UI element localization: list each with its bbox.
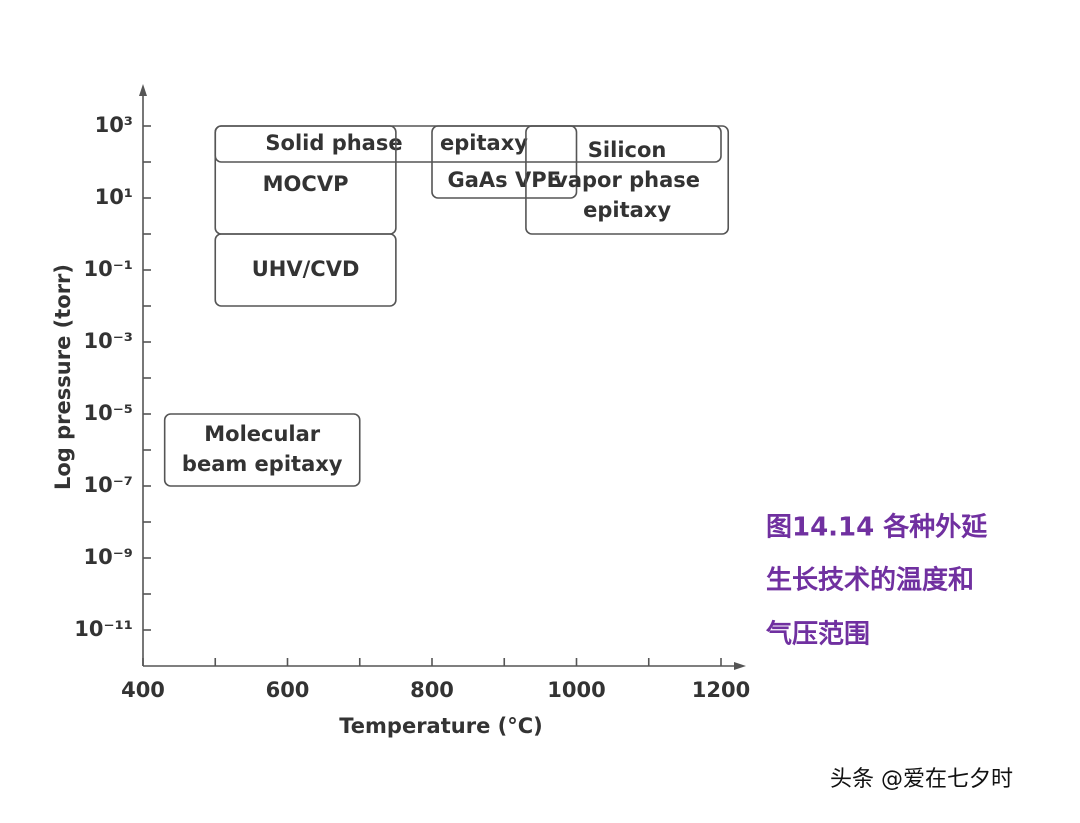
box-label: epitaxy (440, 131, 528, 155)
y-arrow (139, 84, 147, 96)
y-tick-label: 10⁻⁵ (83, 401, 133, 425)
box-label: epitaxy (583, 198, 671, 222)
x-tick-label: 600 (266, 678, 310, 702)
y-tick-label: 10¹ (95, 185, 133, 209)
range-box (214, 233, 397, 307)
box-label: Silicon (588, 138, 667, 162)
range-box (525, 125, 730, 235)
x-arrow (734, 662, 746, 670)
box-label: GaAs VPE (448, 168, 561, 192)
x-axis-title: Temperature (°C) (339, 714, 542, 738)
watermark: 头条 @爱在七夕时 (830, 767, 1013, 792)
y-tick-label: 10⁻⁹ (83, 545, 133, 569)
range-box (431, 125, 578, 199)
x-tick-label: 400 (121, 678, 165, 702)
box-label: Solid phase (265, 131, 402, 155)
caption-line: 生长技术的温度和 (766, 565, 974, 596)
y-tick-label: 10⁻¹ (83, 257, 133, 281)
box-label: MOCVP (263, 172, 349, 196)
box-label: vapor phase (554, 168, 700, 192)
y-tick-label: 10⁻⁷ (83, 473, 133, 497)
y-tick-label: 10⁻³ (83, 329, 133, 353)
y-tick-label: 10⁻¹¹ (74, 617, 133, 641)
box-label: UHV/CVD (252, 257, 360, 281)
x-tick-label: 800 (410, 678, 454, 702)
y-axis-title: Log pressure (torr) (51, 264, 75, 490)
caption-line: 图14.14 各种外延 (766, 512, 988, 543)
y-tick-label: 10³ (95, 113, 133, 137)
x-tick-label: 1000 (547, 678, 605, 702)
x-tick-label: 1200 (692, 678, 750, 702)
box-label: Molecular (204, 422, 321, 446)
range-box (163, 413, 361, 487)
caption-line: 气压范围 (765, 619, 870, 650)
box-label: beam epitaxy (182, 452, 343, 476)
